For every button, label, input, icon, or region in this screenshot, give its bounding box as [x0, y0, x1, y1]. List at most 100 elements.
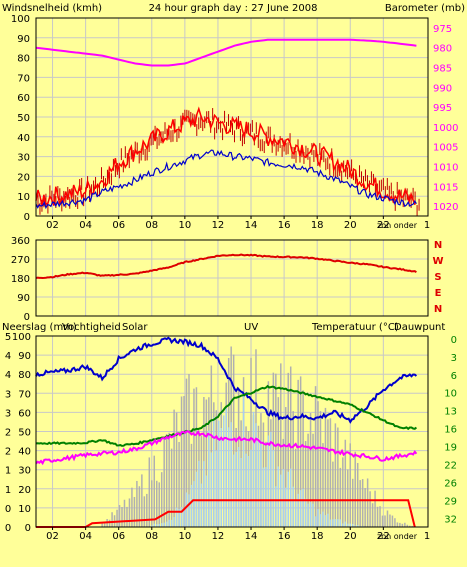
x-tick-label: 1 — [424, 531, 430, 542]
y-tick-label: 1 — [5, 466, 11, 477]
y-tick-label: 0 — [5, 523, 11, 534]
x-tick-label: 08 — [145, 531, 158, 542]
y-tick-label: 6 — [451, 371, 457, 382]
y-tick-label: 5 — [5, 332, 11, 343]
y-tick-label: 3 — [5, 408, 11, 419]
y-tick-label: 980 — [433, 44, 452, 55]
x-tick-label: 08 — [145, 220, 158, 231]
y-tick-label: 19 — [444, 443, 457, 454]
y-tick-label: 1 — [5, 485, 11, 496]
y-tick-label: 30 — [17, 153, 30, 164]
panel-frame — [35, 239, 429, 317]
x-tick-label: 18 — [311, 531, 324, 542]
y-tick-label: 20 — [18, 485, 31, 496]
panel-frame — [35, 17, 429, 217]
y-tick-label: 40 — [17, 133, 30, 144]
compass-label: E — [435, 288, 442, 299]
barometer-label: Barometer (mb) — [385, 3, 465, 14]
dewpoint-label: Dauwpunt — [394, 322, 445, 333]
y-tick-label: 0 — [24, 312, 30, 323]
solar-label: Solar — [122, 322, 148, 333]
x-tick-label: 10 — [178, 220, 191, 231]
y-tick-label: 0 — [25, 523, 31, 534]
y-tick-label: 90 — [17, 293, 30, 304]
y-tick-label: 50 — [17, 113, 30, 124]
x-tick-label: 02 — [46, 531, 59, 542]
wind-speed-label: Windsnelheid (kmh) — [2, 3, 102, 14]
y-tick-label: 0 — [24, 212, 30, 223]
y-tick-label: 985 — [433, 64, 452, 75]
x-tick-label: 16 — [278, 531, 291, 542]
y-tick-label: 80 — [17, 54, 30, 65]
x-tick-label: 1 — [424, 220, 430, 231]
x-tick-label: 10 — [178, 531, 191, 542]
y-tick-label: 16 — [444, 425, 457, 436]
y-tick-label: 10 — [444, 389, 457, 400]
y-tick-label: 4 — [5, 370, 11, 381]
y-tick-label: 270 — [11, 255, 30, 266]
sunset-label: zon onder — [377, 221, 418, 230]
dewpoint-line — [35, 429, 418, 466]
y-tick-label: 70 — [18, 389, 31, 400]
y-tick-label: 90 — [17, 34, 30, 45]
y-tick-label: 60 — [17, 93, 30, 104]
y-tick-label: 32 — [444, 515, 457, 526]
y-tick-label: 60 — [18, 408, 31, 419]
x-tick-label: 06 — [112, 220, 125, 231]
y-tick-label: 26 — [444, 479, 457, 490]
y-tick-label: 13 — [444, 407, 457, 418]
y-tick-label: 80 — [18, 370, 31, 381]
compass-label: W — [432, 256, 443, 267]
y-tick-label: 22 — [444, 461, 457, 472]
x-tick-label: 12 — [212, 220, 225, 231]
x-tick-label: 20 — [344, 531, 357, 542]
y-tick-label: 29 — [444, 497, 457, 508]
compass-label: N — [434, 240, 442, 251]
sunset-label: zon onder — [377, 532, 418, 541]
rain-line — [36, 499, 416, 528]
y-tick-label: 1000 — [433, 123, 458, 134]
y-tick-label: 995 — [433, 103, 452, 114]
uv-label: UV — [244, 322, 258, 333]
y-tick-label: 10 — [18, 504, 31, 515]
compass-label: S — [434, 272, 441, 283]
y-tick-label: 1015 — [433, 182, 458, 193]
panel-frame — [35, 335, 429, 528]
y-tick-label: 3 — [5, 389, 11, 400]
y-tick-label: 1005 — [433, 143, 458, 154]
x-tick-label: 02 — [46, 220, 59, 231]
y-tick-label: 4 — [5, 351, 11, 362]
temperature-label: Temperatuur (°C) — [311, 322, 399, 333]
wind-direction-line — [35, 253, 417, 280]
y-tick-label: 40 — [18, 447, 31, 458]
y-tick-label: 1010 — [433, 163, 458, 174]
y-tick-label: 2 — [5, 428, 11, 439]
y-tick-label: 0 — [451, 335, 457, 346]
x-tick-label: 12 — [212, 531, 225, 542]
y-tick-label: 30 — [18, 466, 31, 477]
y-tick-label: 100 — [12, 332, 31, 343]
barometer-line — [35, 38, 417, 67]
x-tick-label: 14 — [245, 531, 258, 542]
y-tick-label: 70 — [17, 73, 30, 84]
y-tick-label: 990 — [433, 83, 452, 94]
x-tick-label: 22 — [377, 531, 390, 542]
y-tick-label: 10 — [17, 192, 30, 203]
graph-title: 24 hour graph day : 27 June 2008 — [149, 3, 318, 14]
x-tick-label: 16 — [278, 220, 291, 231]
humidity-label: Vochtigheid — [62, 322, 121, 333]
y-tick-label: 0 — [5, 504, 11, 515]
y-tick-label: 180 — [11, 274, 30, 285]
x-tick-label: 20 — [344, 220, 357, 231]
x-tick-label: 04 — [79, 531, 92, 542]
y-tick-label: 20 — [17, 172, 30, 183]
chart-panels: 0102030405060708090100975980985990995100… — [5, 14, 459, 542]
rain-label: Neerslag (mm) — [2, 322, 77, 333]
x-tick-label: 22 — [377, 220, 390, 231]
y-tick-label: 1020 — [433, 202, 458, 213]
y-tick-label: 360 — [11, 236, 30, 247]
temperature-line — [35, 384, 418, 447]
wind-gust-line — [35, 106, 416, 206]
